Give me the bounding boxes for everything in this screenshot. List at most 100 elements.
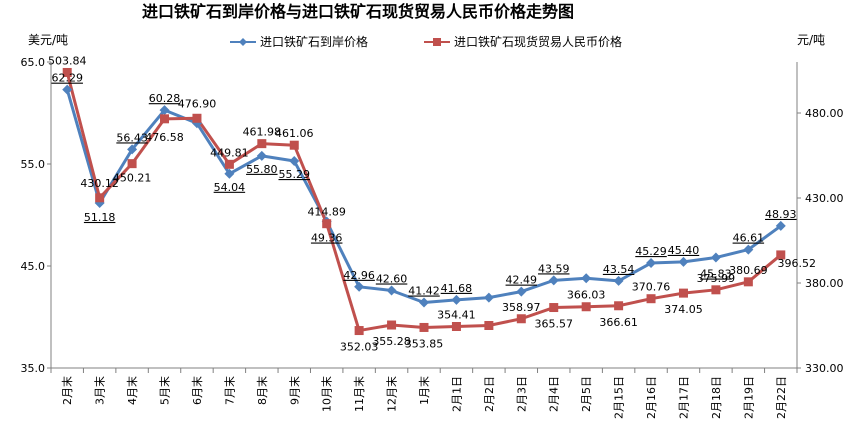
- series-line-1: [65, 89, 782, 305]
- legend-label-series-2: 进口铁矿石现货贸易人民币价格: [454, 34, 622, 49]
- series-2-point: [549, 303, 559, 313]
- category-label: 2月19日: [742, 376, 755, 419]
- data-label-series-2: 355.28: [372, 335, 411, 348]
- category-label: 2月16日: [645, 376, 658, 419]
- series-1-point: [419, 297, 429, 308]
- data-label-series-1: 42.49: [506, 274, 538, 287]
- series-2-point: [160, 114, 170, 124]
- category-label: 2月末: [60, 376, 74, 405]
- series-1-point: [62, 84, 73, 95]
- legend-marker-series-1: [239, 38, 247, 46]
- category-label: 6月末: [190, 376, 204, 405]
- category-label: 2月3日: [515, 376, 528, 412]
- series-1-point: [127, 144, 138, 155]
- data-label-series-1: 62.29: [51, 72, 83, 85]
- series-1-point: [743, 244, 754, 255]
- series-1-point: [386, 285, 397, 296]
- category-label: 2月18日: [710, 376, 723, 419]
- series-1-point: [613, 275, 624, 286]
- data-label-series-1: 45.29: [635, 245, 667, 258]
- series-2-point: [354, 326, 364, 336]
- data-label-series-1: 41.42: [408, 285, 440, 298]
- tick-labels: 65.0 55.0 45.0 35.0 480.00 430.00 380.00 330.00: [21, 56, 844, 375]
- left-axis-unit: 美元/吨: [28, 33, 68, 47]
- data-label-series-2: 430.12: [80, 177, 119, 190]
- series-2-point: [776, 250, 786, 260]
- data-label-series-1: 45.83: [700, 268, 732, 281]
- data-label-series-1: 42.96: [343, 269, 375, 282]
- data-label-series-1: 46.61: [733, 232, 765, 245]
- series-2-point: [95, 193, 105, 203]
- data-label-series-2: 476.90: [178, 97, 217, 110]
- right-axis-unit: 元/吨: [797, 33, 825, 47]
- data-label-series-1: 43.54: [603, 263, 635, 276]
- right-tick-label: 380.00: [805, 277, 844, 290]
- series-2-point: [711, 285, 721, 295]
- data-label-series-1: 45.40: [668, 244, 700, 257]
- data-label-series-1: 55.29: [279, 168, 311, 181]
- data-label-series-2: 354.41: [437, 309, 476, 322]
- data-label-series-1: 56.43: [116, 131, 148, 144]
- data-label-series-1: 43.59: [538, 262, 570, 275]
- category-label: 2月2日: [483, 376, 496, 412]
- axes: [47, 61, 801, 373]
- data-label-series-1: 41.68: [441, 282, 473, 295]
- legend: 进口铁矿石到岸价格 进口铁矿石现货贸易人民币价格: [230, 34, 622, 49]
- series-2-point: [614, 301, 624, 311]
- series-2-point: [322, 219, 332, 229]
- series-1-point: [775, 220, 786, 231]
- data-label-series-1: 51.18: [84, 211, 116, 224]
- category-labels: 2月末 3月末 4月末 5月末 6月末 7月末 8月末 9月末 10月末 11月末 12月末 1月末 2…: [60, 376, 788, 419]
- series-1-point: [581, 273, 592, 284]
- series-2-point: [743, 277, 753, 287]
- category-label: 2月15日: [613, 376, 626, 419]
- data-label-series-2: 352.03: [340, 341, 379, 354]
- series-2-point: [192, 113, 202, 123]
- data-label-series-2: 461.06: [275, 127, 314, 140]
- series-1-point: [159, 105, 170, 116]
- right-tick-label: 330.00: [805, 362, 844, 375]
- left-tick-label: 55.0: [21, 158, 46, 171]
- series-2-point: [387, 320, 397, 330]
- data-label-series-2: 476.58: [145, 131, 184, 144]
- series-2-point: [516, 314, 526, 324]
- category-label: 2月22日: [775, 376, 788, 419]
- category-label: 11月末: [352, 376, 366, 412]
- series-2-point: [224, 159, 234, 169]
- data-label-series-2: 461.98: [243, 126, 282, 139]
- series-2-point: [451, 322, 461, 332]
- data-label-series-1: 55.80: [246, 163, 278, 176]
- series-1-point: [483, 292, 494, 303]
- data-label-series-1: 48.93: [765, 208, 797, 221]
- series-2-point: [127, 159, 137, 169]
- category-label: 3月末: [93, 376, 107, 405]
- category-label: 2月4日: [548, 376, 561, 412]
- data-label-series-1: 49.36: [311, 232, 343, 245]
- data-label-series-2: 366.61: [599, 316, 638, 329]
- left-tick-label: 45.0: [21, 260, 46, 273]
- data-label-series-2: 449.81: [210, 146, 249, 159]
- data-label-series-2: 365.57: [534, 318, 573, 331]
- data-label-series-2: 450.21: [113, 172, 152, 185]
- series-2-point: [678, 288, 688, 298]
- category-label: 2月17日: [677, 376, 690, 419]
- data-label-series-2: 374.05: [664, 303, 703, 316]
- data-label-series-1: 60.28: [149, 92, 181, 105]
- data-label-series-2: 366.03: [567, 289, 606, 302]
- category-label: 2月1日: [450, 376, 463, 412]
- data-label-series-2: 503.84: [48, 54, 87, 67]
- category-label: 8月末: [255, 376, 269, 405]
- series-1-point: [451, 294, 462, 305]
- series-2-point: [257, 139, 267, 149]
- chart-title: 进口铁矿石到岸价格与进口铁矿石现货贸易人民币价格走势图: [142, 2, 574, 21]
- category-label: 4月末: [125, 376, 139, 405]
- legend-marker-series-2: [433, 38, 441, 46]
- series-markers: [62, 67, 786, 336]
- data-label-series-2: 396.52: [778, 257, 817, 270]
- category-label: 1月末: [417, 376, 431, 405]
- series-1-point: [516, 286, 527, 297]
- series-1-point: [224, 168, 235, 179]
- category-label: 2月5日: [580, 376, 593, 412]
- series-2-point: [62, 67, 72, 77]
